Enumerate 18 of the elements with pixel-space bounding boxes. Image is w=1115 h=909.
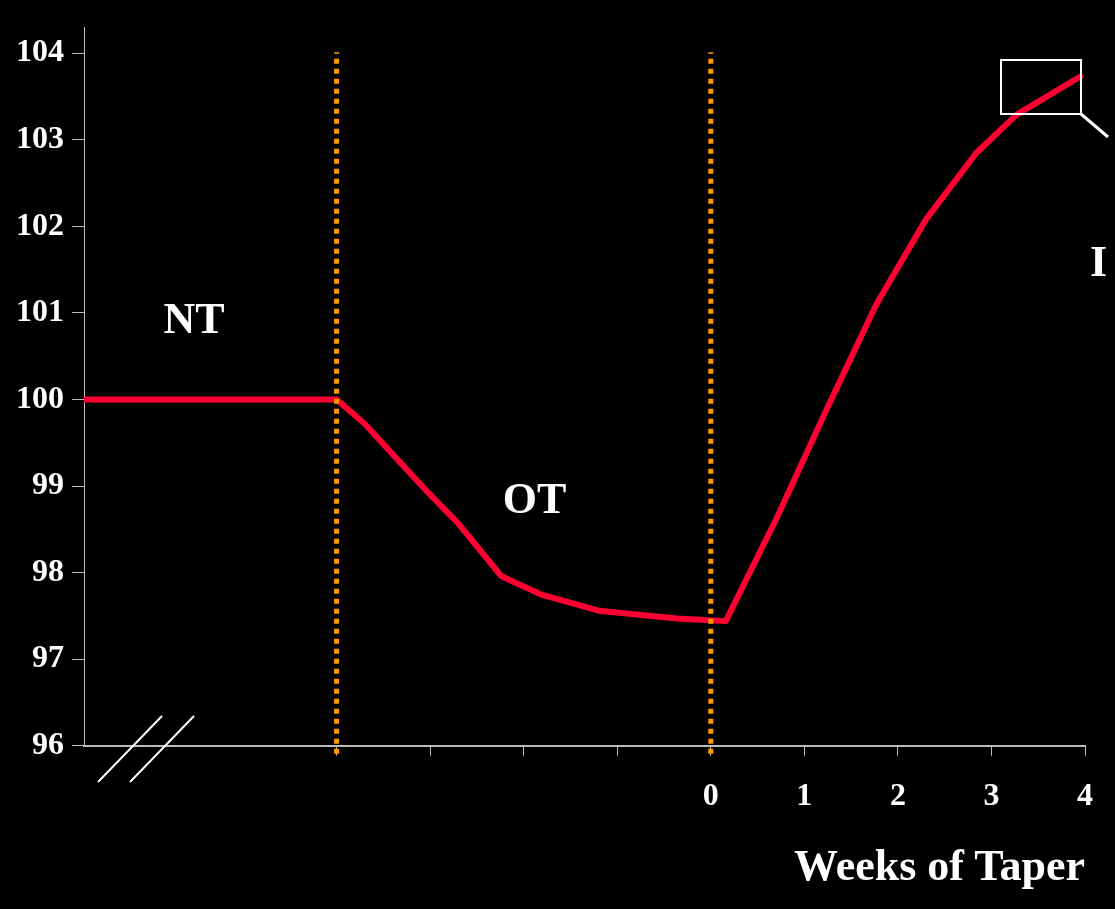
x-tick-label: 4 bbox=[1077, 776, 1093, 813]
x-tick-label: 2 bbox=[889, 776, 906, 813]
y-tick-label: 100 bbox=[16, 378, 64, 415]
y-tick-label: 96 bbox=[32, 725, 64, 762]
y-tick-label: 101 bbox=[16, 292, 64, 329]
x-axis-title: Weeks of Taper bbox=[794, 840, 1085, 890]
annotation: OT bbox=[502, 473, 567, 523]
y-tick-label: 97 bbox=[32, 638, 64, 675]
y-tick-label: 103 bbox=[16, 119, 64, 156]
y-tick-label: 99 bbox=[32, 465, 64, 502]
annotation: NT bbox=[163, 294, 225, 344]
x-tick-label: 0 bbox=[702, 776, 719, 813]
x-tick-label: 3 bbox=[983, 776, 1000, 813]
y-tick-label: 104 bbox=[16, 32, 64, 69]
y-tick-label: 102 bbox=[16, 205, 64, 242]
y-tick-label: 98 bbox=[32, 551, 64, 588]
text: I bbox=[1090, 236, 1108, 286]
x-tick-label: 1 bbox=[796, 776, 813, 813]
